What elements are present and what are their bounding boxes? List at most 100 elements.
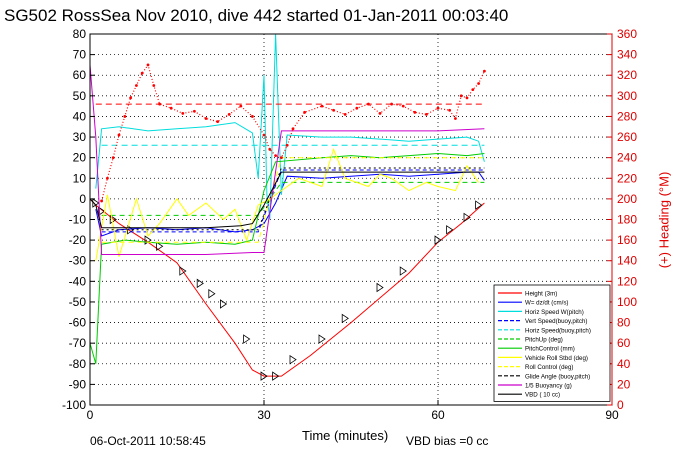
heading-point xyxy=(436,106,440,110)
chart-title: SG502 RossSea Nov 2010, dive 442 started… xyxy=(4,6,509,25)
y2-tick-label: 100 xyxy=(617,295,637,309)
y-tick-label: 80 xyxy=(73,27,87,41)
y2-tick-label: 240 xyxy=(617,151,637,165)
heading-point xyxy=(262,133,266,137)
y-tick-label: 70 xyxy=(73,48,87,62)
y-tick-label: -90 xyxy=(69,377,87,391)
y2-axis-label: (+) Heading (°M) xyxy=(656,171,672,269)
series-line xyxy=(90,64,485,255)
axes: -100-90-80-70-60-50-40-30-20-10010203040… xyxy=(62,27,637,422)
depth-marker xyxy=(376,282,384,293)
heading-point xyxy=(268,148,272,151)
depth-marker xyxy=(434,235,442,245)
y2-tick-label: 200 xyxy=(617,192,637,206)
heading-point xyxy=(477,82,480,85)
depth-marker xyxy=(341,313,349,324)
heading-point xyxy=(401,104,405,108)
series-line xyxy=(95,34,485,220)
y-tick-label: 20 xyxy=(73,151,87,165)
legend-label: Vehicle Roll Stbd (deg) xyxy=(525,355,588,362)
y-tick-label: -10 xyxy=(69,213,87,227)
heading-point xyxy=(465,96,469,100)
y2-tick-label: 340 xyxy=(617,48,637,62)
depth-marker xyxy=(463,212,471,223)
heading-point xyxy=(355,106,359,110)
depth-marker xyxy=(260,371,268,381)
y2-tick-label: 280 xyxy=(617,109,637,123)
heading-point xyxy=(471,88,475,92)
x-axis-label: Time (minutes) xyxy=(302,428,389,443)
y-tick-label: 60 xyxy=(73,68,87,82)
heading-point xyxy=(459,94,463,98)
y-tick-label: -40 xyxy=(69,274,87,288)
legend-label: PitchUp (deg) xyxy=(525,337,563,344)
y-tick-label: -100 xyxy=(62,398,86,412)
depth-marker xyxy=(318,334,326,344)
series-line xyxy=(90,152,485,364)
heading-point xyxy=(448,108,451,112)
heading-point xyxy=(193,109,196,113)
heading-point xyxy=(140,71,144,75)
y2-tick-label: 160 xyxy=(617,233,637,247)
heading-point xyxy=(332,108,335,112)
y2-tick-label: 220 xyxy=(617,171,637,185)
series-line xyxy=(101,157,485,243)
y-tick-label: 30 xyxy=(73,130,87,144)
y-tick-label: 0 xyxy=(79,192,86,206)
depth-marker xyxy=(272,371,280,381)
y2-tick-label: 60 xyxy=(617,336,631,350)
series-line xyxy=(90,198,485,377)
legend-label: VBD ( 10 cc) xyxy=(525,392,560,399)
y2-tick-label: 140 xyxy=(617,254,637,268)
depth-marker xyxy=(196,278,204,289)
series-heading xyxy=(101,63,485,202)
x-tick-label: 60 xyxy=(431,408,445,422)
heading-point xyxy=(291,127,295,131)
series-line xyxy=(95,171,485,237)
legend-label: Vert Speed(buoy,pitch) xyxy=(525,318,587,325)
heading-point xyxy=(274,154,277,158)
timestamp: 06-Oct-2011 10:58:45 xyxy=(90,434,206,448)
y-tick-label: -20 xyxy=(69,233,87,247)
vbd-bias: VBD bias =0 cc xyxy=(406,434,489,448)
y2-tick-label: 20 xyxy=(617,377,631,391)
heading-point xyxy=(111,156,115,160)
heading-point xyxy=(251,115,254,118)
heading-point xyxy=(280,156,283,160)
x-tick-label: 30 xyxy=(257,408,271,422)
heading-point xyxy=(100,199,103,203)
depth-marker xyxy=(156,241,164,252)
y2-tick-label: 40 xyxy=(617,357,631,371)
heading-point xyxy=(239,104,243,108)
legend-label: Horiz Speed W(pitch) xyxy=(525,309,584,316)
depth-marker xyxy=(243,334,251,344)
heading-point xyxy=(152,84,156,87)
heading-point xyxy=(320,104,324,108)
depth-marker xyxy=(208,288,216,299)
legend-label: W= dz/dt (cm/s) xyxy=(525,300,569,307)
depth-marker xyxy=(446,225,454,235)
heading-point xyxy=(204,117,208,120)
heading-point xyxy=(146,63,150,67)
series-line xyxy=(101,169,485,233)
heading-point xyxy=(227,112,231,116)
heading-point xyxy=(285,143,289,147)
x-tick-label: 90 xyxy=(605,408,619,422)
y2-tick-label: 320 xyxy=(617,68,637,82)
y2-tick-label: 0 xyxy=(617,398,624,412)
series-line xyxy=(101,181,485,216)
y-tick-label: 10 xyxy=(73,171,87,185)
heading-point xyxy=(343,112,347,116)
depth-marker xyxy=(399,266,407,276)
y-tick-label: -30 xyxy=(69,254,87,268)
legend-label: Height (3m) xyxy=(525,291,557,298)
legend-label: Glide Angle (buoy,pitch) xyxy=(525,373,590,380)
y-tick-label: -60 xyxy=(69,316,87,330)
y-tick-label: -80 xyxy=(69,357,87,371)
legend: Height (3m) W= dz/dt (cm/s) Horiz Speed W(… xyxy=(493,284,611,402)
y2-tick-label: 120 xyxy=(617,274,637,288)
heading-point xyxy=(135,84,138,87)
heading-point xyxy=(378,111,382,115)
legend-label: PitchControl (mm) xyxy=(525,346,575,353)
heading-point xyxy=(216,120,220,123)
